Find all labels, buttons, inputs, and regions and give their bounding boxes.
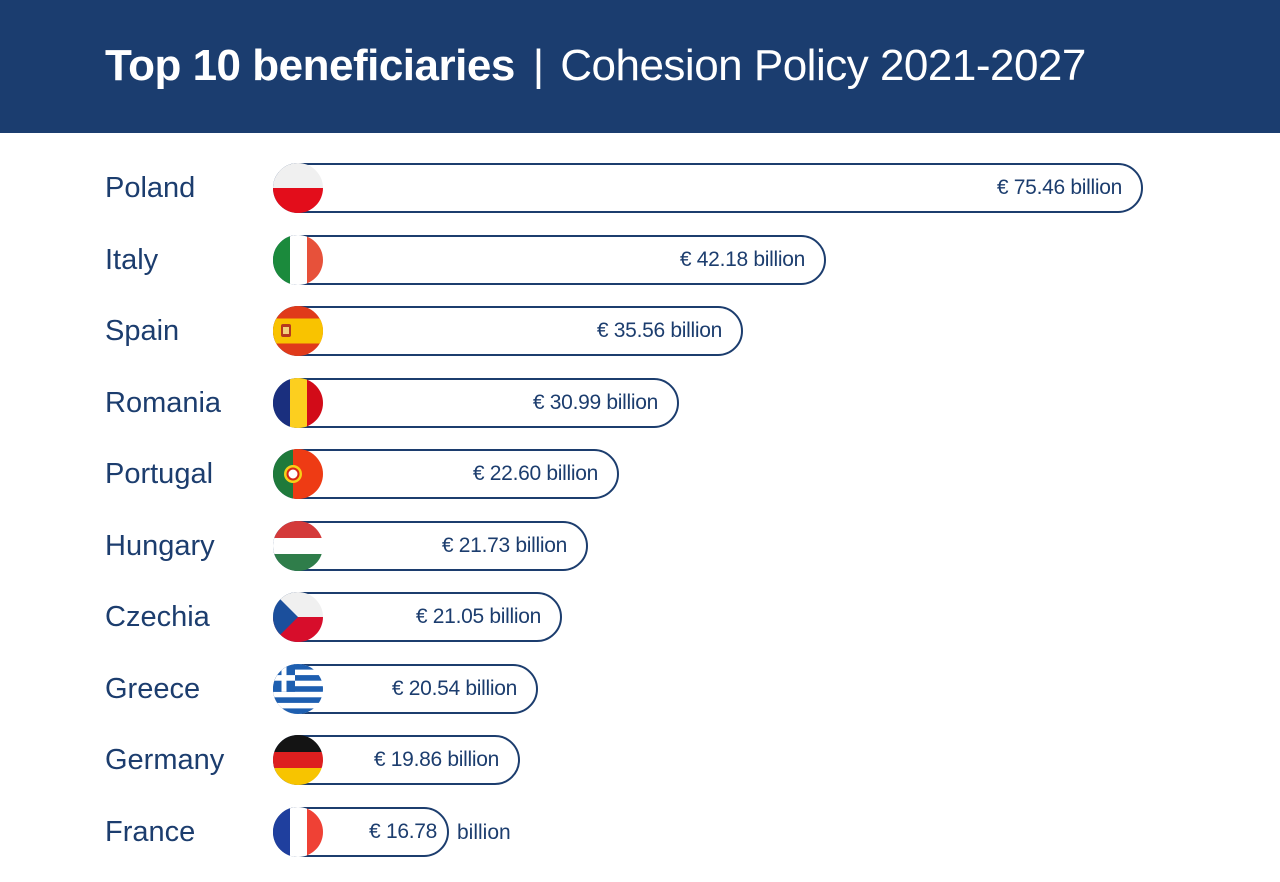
country-label-france: France — [105, 815, 196, 848]
value-label-czechia: € 21.05 billion — [415, 605, 541, 628]
country-label-poland: Poland — [105, 172, 196, 204]
value-label-portugal: € 22.60 billion — [472, 462, 598, 485]
country-label-italy: Italy — [105, 243, 159, 276]
bar-chart: Poland € 75.46 billion Italy € 42.18 billio… — [0, 133, 1280, 882]
country-label-romania: Romania — [105, 386, 222, 419]
bar-france: € 16.78 — [273, 806, 449, 857]
bar-germany: € 19.86 billion — [273, 735, 520, 785]
value-label-germany: € 19.86 billion — [373, 748, 499, 771]
country-label-portugal: Portugal — [105, 458, 214, 490]
italy-flag-icon — [273, 234, 323, 285]
country-label-czechia: Czechia — [105, 601, 210, 633]
country-label-spain: Spain — [105, 315, 180, 347]
title-separator: | — [532, 41, 545, 90]
bar-romania: € 30.99 billion — [273, 377, 679, 428]
bar-poland: € 75.46 billion — [273, 163, 1143, 213]
value-label-france: € 16.78 — [369, 819, 437, 843]
bar-spain: € 35.56 billion — [273, 306, 743, 356]
value-label-spain: € 35.56 billion — [596, 319, 722, 342]
bar-greece: € 20.54 billion — [273, 663, 538, 714]
value-unit-label-france: billion — [457, 820, 511, 844]
greece-flag-icon — [273, 663, 323, 714]
romania-flag-icon — [273, 377, 323, 428]
country-label-greece: Greece — [105, 672, 201, 705]
value-label-italy: € 42.18 billion — [679, 247, 805, 271]
bar-czechia: € 21.05 billion — [273, 592, 562, 642]
header-banner: Top 10 beneficiaries | Cohesion Policy 202… — [0, 0, 1280, 133]
czechia-flag-icon — [273, 592, 323, 642]
bar-italy: € 42.18 billion — [273, 234, 826, 285]
bar-portugal: € 22.60 billion — [273, 449, 619, 499]
title-main: Top 10 beneficiaries — [105, 41, 515, 90]
france-flag-icon — [273, 806, 323, 857]
country-label-germany: Germany — [105, 744, 225, 776]
poland-flag-icon — [273, 163, 323, 213]
chart-title: Top 10 beneficiaries | Cohesion Policy 202… — [105, 36, 1086, 96]
hungary-flag-icon — [273, 520, 323, 571]
title-subtitle: Cohesion Policy 2021-2027 — [560, 41, 1086, 90]
germany-flag-icon — [273, 735, 323, 785]
portugal-flag-icon — [273, 449, 323, 499]
value-label-greece: € 20.54 billion — [391, 676, 517, 700]
spain-flag-icon — [273, 306, 323, 356]
value-label-poland: € 75.46 billion — [996, 176, 1122, 199]
value-label-romania: € 30.99 billion — [532, 390, 658, 414]
bar-hungary: € 21.73 billion — [273, 520, 588, 571]
value-label-hungary: € 21.73 billion — [441, 533, 567, 557]
country-label-hungary: Hungary — [105, 529, 215, 562]
